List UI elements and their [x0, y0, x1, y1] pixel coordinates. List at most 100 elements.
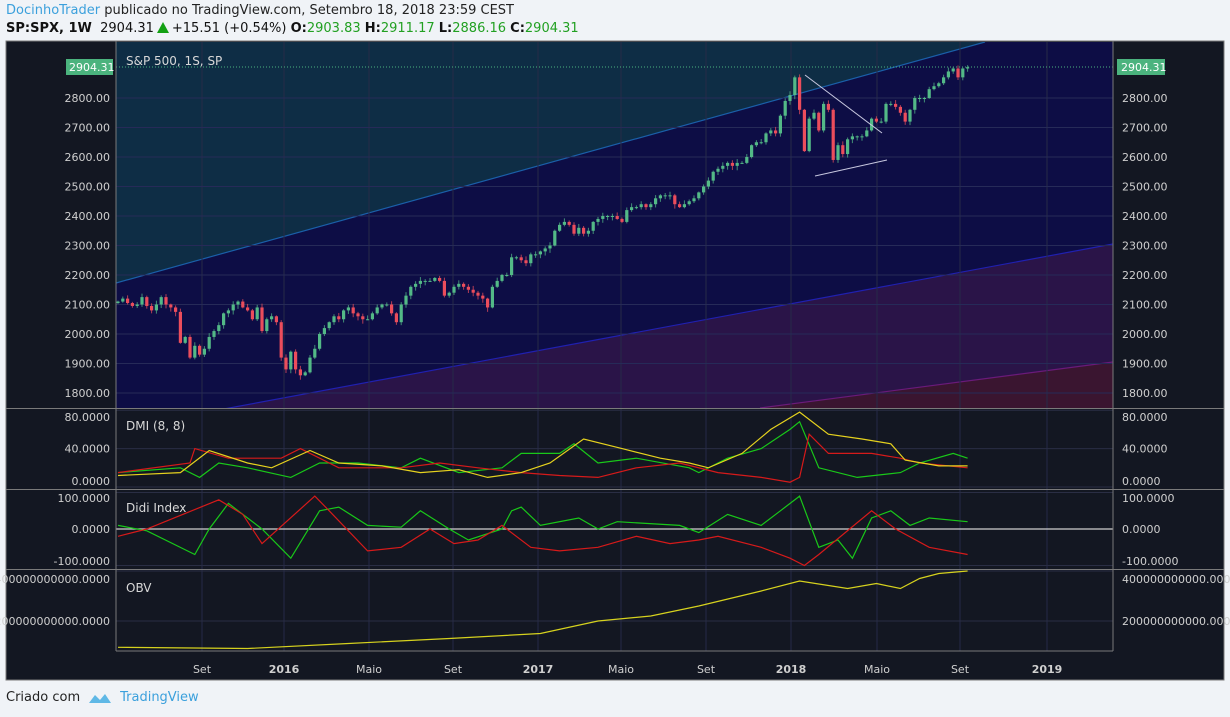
tradingview-logo-icon[interactable] — [88, 691, 112, 705]
candle-up — [500, 275, 504, 281]
candle-up — [850, 136, 854, 140]
candle-up — [750, 145, 754, 157]
candle-up — [601, 216, 605, 219]
candle-down — [361, 316, 365, 320]
channel-bottom-line[interactable] — [759, 361, 1113, 408]
obv-series-line — [117, 570, 968, 650]
candle-down — [774, 130, 778, 134]
time-tick-label: Maio — [608, 663, 634, 676]
price-tick-label-left: 1800.00 — [65, 387, 111, 400]
main-pane-background — [116, 42, 1113, 408]
minus-di-line — [117, 433, 968, 483]
candle-up — [836, 145, 840, 160]
triangle-drawing[interactable] — [804, 74, 888, 177]
tradingview-link[interactable]: TradingView — [120, 690, 199, 705]
candle-up — [447, 292, 451, 296]
candle-up — [692, 198, 696, 202]
time-tick-label: 2016 — [269, 663, 300, 676]
candle-up — [946, 71, 950, 78]
symbol-name: SP:SPX, 1W — [6, 21, 92, 36]
dmi-tick-label-left: 80.0000 — [65, 411, 111, 424]
candle-up — [375, 307, 379, 314]
price-tick-label-left: 1900.00 — [65, 358, 111, 371]
candle-up — [116, 301, 120, 304]
candle-down — [284, 357, 288, 370]
candle-up — [961, 68, 965, 78]
candle-down — [798, 77, 802, 110]
candle-down — [130, 303, 134, 306]
candle-up — [918, 98, 922, 99]
grid — [116, 42, 1113, 651]
candle-up — [740, 162, 744, 164]
candle-up — [121, 298, 125, 302]
created-with-text: Criado com — [6, 690, 81, 705]
candle-down — [294, 351, 298, 370]
candle-down — [164, 297, 168, 305]
candle-up — [687, 201, 691, 205]
price-tag-right-box — [1117, 59, 1165, 75]
candle-up — [654, 198, 658, 205]
dmi-tick-label-left: 0.0000 — [72, 475, 111, 488]
obv-tick-label-right: 400000000000.0000 — [1122, 573, 1230, 586]
candle-up — [490, 286, 494, 308]
candle-up — [846, 139, 850, 155]
candle-up — [543, 248, 547, 252]
obv-line — [117, 570, 968, 650]
channel-upper-line[interactable] — [116, 42, 986, 284]
candle-up — [586, 230, 590, 234]
candle-up — [927, 89, 931, 98]
candle-down — [894, 103, 898, 107]
didi-tick-label-left: 0.0000 — [72, 523, 111, 536]
time-tick-label: Set — [444, 663, 463, 676]
time-tick-label: Set — [193, 663, 212, 676]
candle-down — [898, 106, 902, 113]
price-tick-label-right: 2500.00 — [1122, 181, 1168, 194]
candle-up — [668, 195, 672, 197]
candle-down — [442, 280, 446, 296]
time-tick-label: 2017 — [523, 663, 554, 676]
candle-up — [538, 251, 542, 255]
candle-up — [409, 286, 413, 296]
price-tick-label-right: 2300.00 — [1122, 240, 1168, 253]
candle-up — [207, 336, 211, 349]
low-label: L: — [438, 21, 453, 36]
obv-tick-label-left: 400000000000.0000 — [0, 573, 110, 586]
time-tick-label: 2018 — [776, 663, 807, 676]
candle-up — [346, 307, 350, 311]
candle-up — [418, 280, 422, 284]
candle-up — [966, 67, 970, 69]
price-tick-label-right: 2600.00 — [1122, 151, 1168, 164]
candle-up — [577, 227, 581, 234]
candle-down — [678, 204, 682, 208]
candle-up — [951, 68, 955, 72]
candle-down — [831, 109, 835, 160]
author-link[interactable]: DocinhoTrader — [6, 3, 101, 18]
candle-down — [519, 257, 523, 261]
candle-down — [174, 307, 178, 312]
candle-up — [212, 331, 216, 337]
candle-up — [793, 77, 797, 96]
candle-up — [754, 142, 758, 146]
price-tick-label-right: 2800.00 — [1122, 92, 1168, 105]
candle-up — [529, 254, 533, 264]
candle-down — [466, 286, 470, 290]
candle-down — [250, 310, 254, 320]
candle-up — [788, 95, 792, 101]
candle-down — [486, 298, 490, 308]
price-tag-left-box — [66, 59, 113, 75]
price-tick-label-left: 2200.00 — [65, 269, 111, 282]
channel-lower-zone — [116, 244, 1113, 408]
triangle-upper-line[interactable] — [804, 74, 883, 134]
triangle-lower-line[interactable] — [814, 159, 888, 177]
candles — [116, 65, 970, 380]
obv-tick-label-left: 200000000000.0000 — [0, 615, 110, 628]
candle-up — [514, 257, 518, 259]
candle-down — [438, 277, 442, 281]
price-tick-label-right: 2700.00 — [1122, 122, 1168, 135]
candle-up — [937, 83, 941, 87]
candle-up — [855, 136, 859, 138]
candle-down — [241, 301, 245, 308]
time-tick-label: Maio — [864, 663, 890, 676]
dmi-lines — [117, 411, 968, 483]
